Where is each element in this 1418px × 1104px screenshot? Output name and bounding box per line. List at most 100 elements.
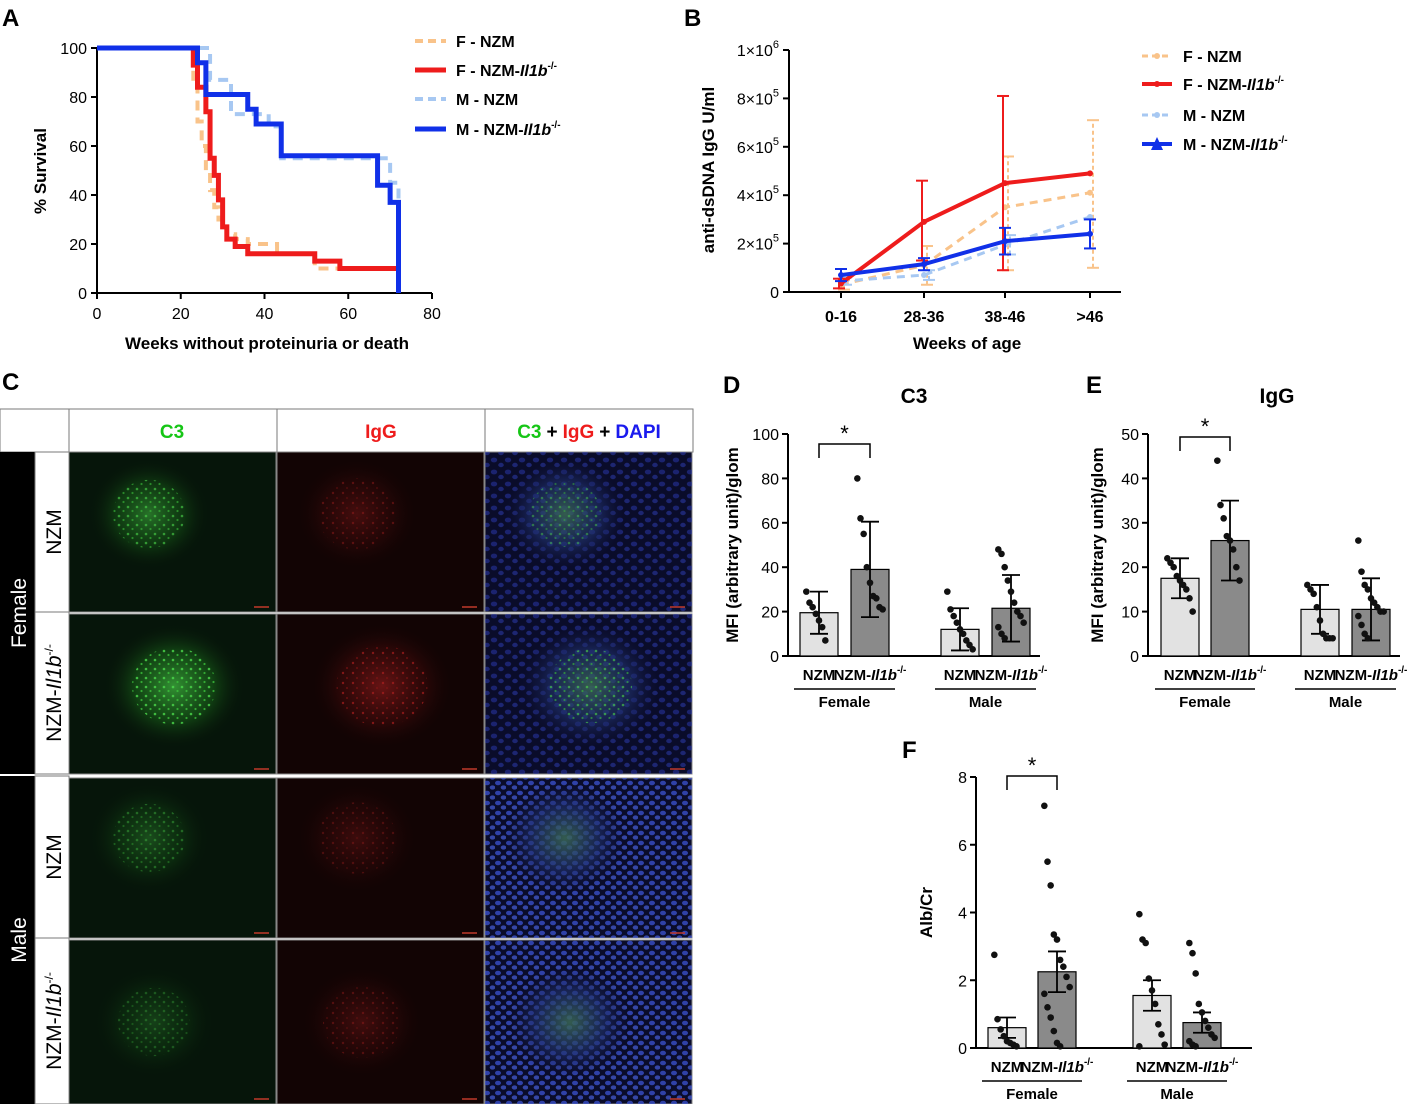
data-point bbox=[947, 606, 954, 613]
chart-title: IgG bbox=[1260, 385, 1295, 408]
data-point bbox=[1158, 1031, 1165, 1038]
bar-label: NZM bbox=[1164, 667, 1197, 684]
tick-exponent: 6 bbox=[773, 39, 779, 51]
row-label: NZM bbox=[43, 834, 66, 880]
header-row-frame bbox=[0, 408, 694, 453]
y-tick-label: 50 bbox=[1121, 427, 1139, 444]
y-tick-label: 20 bbox=[761, 605, 779, 622]
y-tick-label: 60 bbox=[69, 139, 87, 156]
micrograph bbox=[276, 613, 485, 775]
data-point bbox=[1220, 515, 1227, 522]
significance-bracket bbox=[1006, 775, 1058, 790]
igg-mfi-chart: IgG MFI (arbitrary unit)/glom 0 10 20 30 40 50 N… bbox=[1088, 385, 1407, 711]
gene-name: Il1b bbox=[1247, 77, 1275, 94]
data-point bbox=[1087, 170, 1093, 177]
data-point bbox=[1148, 987, 1156, 994]
data-point bbox=[1236, 577, 1243, 584]
row-label-base: NZM bbox=[43, 834, 66, 880]
y-tick-label: 80 bbox=[69, 90, 87, 107]
data-point bbox=[1017, 612, 1024, 620]
data-point bbox=[857, 515, 864, 522]
merge-plus: + bbox=[547, 422, 558, 443]
y-tick-label: 100 bbox=[60, 41, 87, 58]
data-point bbox=[1047, 882, 1054, 889]
data-point bbox=[998, 550, 1005, 558]
gene-name: Il1b bbox=[1203, 1059, 1229, 1076]
superscript: -/- bbox=[1229, 1057, 1238, 1068]
data-point bbox=[863, 563, 871, 571]
superscript: -/- bbox=[42, 972, 56, 983]
data-point bbox=[1056, 1043, 1064, 1050]
row-label: NZM-Il1b-/- bbox=[42, 972, 66, 1070]
bar-label: NZM-Il1b-/- bbox=[1194, 665, 1267, 684]
data-point bbox=[1226, 537, 1234, 544]
data-point bbox=[1358, 568, 1365, 575]
legend-label: M - NZM-Il1b-/- bbox=[1183, 135, 1288, 154]
superscript: -/- bbox=[548, 61, 557, 72]
micrograph bbox=[68, 613, 277, 775]
data-point bbox=[1050, 1027, 1058, 1035]
panel-letter-f: F bbox=[902, 737, 917, 764]
data-point bbox=[1329, 634, 1336, 642]
data-point bbox=[1002, 238, 1008, 245]
gene-name: Il1b bbox=[1231, 667, 1257, 684]
data-point bbox=[944, 588, 951, 595]
data-point bbox=[1056, 956, 1064, 964]
gene-name: Il1b bbox=[520, 63, 548, 80]
micrograph bbox=[68, 777, 277, 939]
tick-mantissa: 0 bbox=[770, 285, 779, 302]
tick-exponent: 5 bbox=[773, 87, 779, 99]
micrograph bbox=[276, 777, 485, 939]
label-text: NZM bbox=[991, 1059, 1024, 1076]
row-label: NZM bbox=[43, 509, 66, 555]
row-label-cell bbox=[34, 937, 70, 1104]
c3-deposits bbox=[132, 647, 216, 725]
legend-label: F - NZM-Il1b-/- bbox=[456, 61, 557, 80]
gene-name: Il1b bbox=[871, 667, 897, 684]
data-point bbox=[1170, 563, 1177, 571]
data-point bbox=[1229, 546, 1237, 553]
chart-title: C3 bbox=[901, 385, 928, 408]
group-label: Male bbox=[1160, 1086, 1193, 1103]
data-point bbox=[1186, 939, 1193, 947]
c3-mfi-chart: C3 MFI (arbitrary unit)/glom 0 20 40 60 80 100 N… bbox=[723, 385, 1047, 711]
data-point bbox=[1186, 594, 1193, 602]
micrograph bbox=[68, 939, 277, 1104]
group-label: Female bbox=[819, 694, 871, 711]
x-tick-label: 40 bbox=[256, 306, 274, 323]
data-point bbox=[995, 623, 1002, 631]
row-label-text: NZM bbox=[43, 834, 66, 880]
data-point bbox=[1050, 931, 1058, 938]
significance-bracket bbox=[818, 443, 871, 458]
significance-marker: * bbox=[1201, 414, 1210, 439]
superscript: -/- bbox=[1257, 665, 1266, 676]
y-tick-label: 0 bbox=[770, 649, 779, 666]
gene-name: Il1b bbox=[524, 122, 552, 139]
y-tick-label: 60 bbox=[761, 516, 779, 533]
data-point bbox=[1161, 1041, 1168, 1048]
data-point bbox=[822, 637, 829, 644]
label-text: M - NZM bbox=[456, 92, 518, 109]
bar-label: NZM-Il1b-/- bbox=[975, 665, 1048, 684]
data-point bbox=[1364, 634, 1372, 642]
legend-marker bbox=[1151, 137, 1163, 150]
bar-label: NZM bbox=[991, 1059, 1024, 1076]
data-point bbox=[1087, 230, 1093, 237]
igg-deposits bbox=[318, 478, 396, 550]
anti-dsdna-x-axis-label: Weeks of age bbox=[913, 334, 1021, 353]
igg-deposits bbox=[318, 802, 396, 874]
data-point bbox=[953, 619, 961, 626]
column-header-igg: IgG bbox=[365, 422, 397, 443]
data-point bbox=[1211, 1034, 1218, 1042]
label-text: NZM bbox=[1136, 1059, 1169, 1076]
data-point bbox=[1060, 963, 1067, 970]
micrograph bbox=[276, 451, 485, 613]
immunofluorescence-panel: C3 IgG C3 + IgG + DAPI Female Male NZMNZM-Il… bbox=[0, 408, 694, 1104]
bar-group bbox=[1300, 581, 1340, 657]
survival-curve bbox=[97, 46, 401, 293]
data-point bbox=[1155, 1020, 1162, 1028]
data-point bbox=[1364, 586, 1372, 593]
